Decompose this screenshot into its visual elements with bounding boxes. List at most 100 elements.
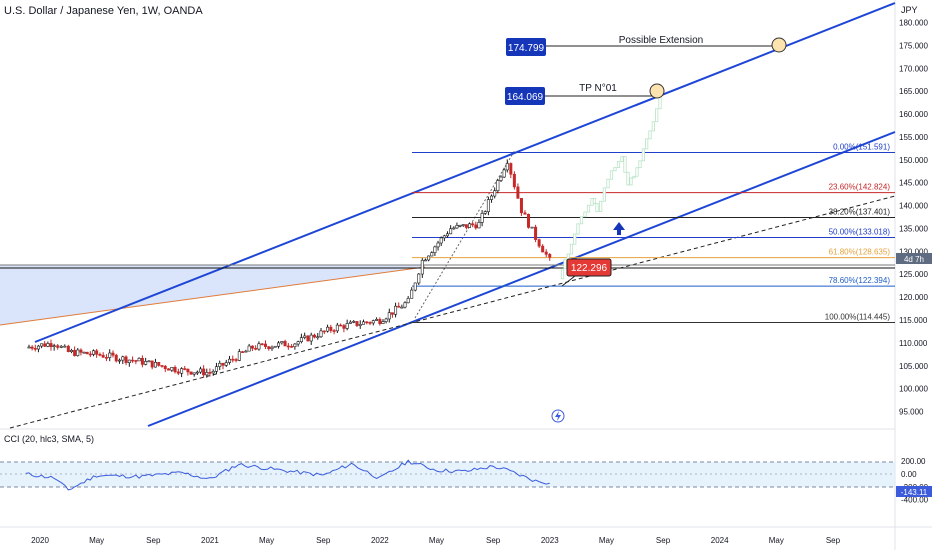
candle-body bbox=[108, 352, 112, 358]
projected-candle bbox=[648, 130, 652, 140]
candle-body bbox=[375, 319, 379, 321]
candle-body bbox=[316, 336, 320, 339]
price-tick-label: 150.000 bbox=[899, 156, 928, 165]
candle-body bbox=[449, 228, 453, 235]
projected-candle bbox=[599, 200, 603, 213]
fib-level-label: 61.80%(128.635) bbox=[829, 248, 891, 257]
time-tick-label: May bbox=[429, 536, 444, 545]
candle-body bbox=[355, 321, 359, 326]
candle-body bbox=[516, 186, 520, 199]
candle-body bbox=[33, 348, 37, 350]
target-1-marker[interactable] bbox=[649, 83, 665, 99]
time-axis[interactable]: 2020 May Sep 2021 May Sep 2022 May Sep 2023 May Sep… bbox=[31, 536, 841, 545]
candle-body bbox=[280, 341, 284, 344]
candle-body bbox=[52, 345, 56, 347]
candle-body bbox=[499, 176, 503, 181]
candle-body bbox=[49, 343, 53, 347]
candle-body bbox=[134, 360, 138, 362]
target-2-marker[interactable] bbox=[771, 37, 787, 53]
time-tick-label: May bbox=[259, 536, 274, 545]
projected-candle bbox=[632, 175, 636, 179]
price-axis[interactable]: 180.000 175.000 170.000 165.000 160.000 155.0… bbox=[899, 19, 928, 417]
candle-body bbox=[150, 360, 154, 368]
candle-body bbox=[496, 180, 500, 192]
candle-body bbox=[153, 361, 157, 368]
candle-body bbox=[270, 346, 274, 350]
lightning-glyph-icon bbox=[555, 411, 561, 421]
candle-body bbox=[413, 282, 417, 291]
candle-body bbox=[118, 359, 122, 362]
candle-body bbox=[442, 235, 446, 239]
candle-body bbox=[234, 359, 238, 361]
candle-body bbox=[66, 345, 70, 352]
candle-body bbox=[452, 227, 456, 230]
price-tick-label: 110.000 bbox=[899, 339, 928, 348]
arrow-up-icon bbox=[613, 222, 625, 235]
projected-candle bbox=[595, 203, 599, 213]
candle-body bbox=[30, 346, 34, 349]
time-tick-label: 2020 bbox=[31, 536, 49, 545]
cci-axis[interactable]: 200.000.00-200.00-400.00 bbox=[901, 457, 929, 504]
candle-body bbox=[183, 368, 187, 370]
price-tick-label: 155.000 bbox=[899, 133, 928, 142]
candle-body bbox=[98, 354, 102, 356]
candle-body bbox=[241, 351, 245, 353]
projected-candle bbox=[620, 156, 624, 162]
candle-body bbox=[312, 334, 316, 338]
candle-body bbox=[79, 349, 83, 353]
price-series bbox=[27, 159, 552, 378]
time-tick-label: Sep bbox=[656, 536, 671, 545]
channel-upper-line[interactable] bbox=[34, 2, 896, 343]
candle-body bbox=[127, 359, 131, 363]
candle-body bbox=[345, 323, 349, 329]
candle-body bbox=[124, 356, 128, 363]
price-axis-currency: JPY bbox=[901, 5, 918, 15]
candle-body bbox=[198, 368, 202, 373]
time-tick-label: Sep bbox=[316, 536, 331, 545]
price-tick-label: 95.000 bbox=[899, 408, 924, 417]
channel-lower-line[interactable] bbox=[147, 131, 896, 427]
candle-body bbox=[267, 346, 271, 350]
price-tick-label: 180.000 bbox=[899, 19, 928, 28]
fib-anchor-line bbox=[414, 149, 516, 319]
candle-body bbox=[358, 323, 362, 326]
candle-body bbox=[474, 224, 478, 229]
time-tick-label: 2024 bbox=[711, 536, 729, 545]
dashed-trendline[interactable] bbox=[9, 195, 896, 429]
current-price-callout-box[interactable] bbox=[566, 258, 612, 277]
candle-body bbox=[263, 343, 267, 347]
candle-body bbox=[224, 362, 228, 366]
candle-body bbox=[277, 342, 281, 347]
main-pane[interactable] bbox=[0, 0, 895, 428]
candle-body bbox=[423, 259, 427, 262]
price-tick-label: 125.000 bbox=[899, 270, 928, 279]
fibonacci-retracement[interactable]: 0.00%(151.591) 23.60%(142.824) 38.20%(137.… bbox=[412, 143, 895, 324]
price-tick-label: 115.000 bbox=[899, 316, 928, 325]
countdown-label: 4d 7h bbox=[904, 255, 924, 264]
candle-body bbox=[464, 224, 468, 228]
candle-body bbox=[167, 368, 171, 371]
candle-body bbox=[306, 335, 310, 342]
candle-body bbox=[433, 246, 437, 253]
candle-body bbox=[458, 224, 462, 227]
time-tick-label: Sep bbox=[486, 536, 501, 545]
projected-candle bbox=[645, 138, 649, 150]
candle-body bbox=[114, 354, 118, 362]
target-2-label: 174.799 bbox=[508, 43, 545, 54]
projected-candle bbox=[629, 177, 633, 186]
candle-body bbox=[339, 324, 343, 327]
candle-body bbox=[342, 325, 346, 329]
price-tick-label: 130.000 bbox=[899, 247, 928, 256]
target-1-label-box[interactable] bbox=[505, 87, 545, 105]
candle-body bbox=[530, 226, 534, 229]
candle-body bbox=[299, 337, 303, 343]
projected-candle bbox=[579, 216, 584, 225]
candle-body bbox=[73, 350, 77, 356]
fib-level-label: 23.60%(142.824) bbox=[829, 183, 891, 192]
candle-body bbox=[365, 321, 369, 324]
candle-body bbox=[486, 199, 490, 212]
price-tick-label: 170.000 bbox=[899, 64, 928, 73]
candle-body bbox=[228, 358, 232, 363]
target-2-label-box[interactable] bbox=[506, 38, 546, 56]
